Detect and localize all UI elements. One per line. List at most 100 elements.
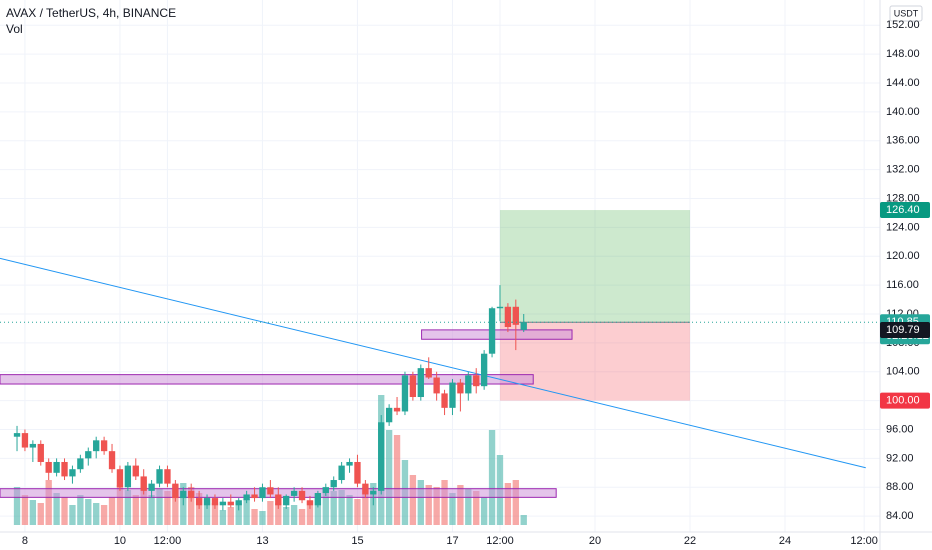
candle-body xyxy=(195,498,203,506)
volume-bar xyxy=(140,480,147,525)
candle-body xyxy=(496,306,504,309)
volume-bar xyxy=(441,480,448,525)
candle-body xyxy=(362,483,369,495)
candle-body xyxy=(53,461,60,473)
candle-body xyxy=(480,353,488,387)
volume-bar xyxy=(417,480,424,525)
candle-body xyxy=(172,483,179,499)
volume-bar xyxy=(37,503,44,525)
volume-bar xyxy=(124,490,132,525)
y-tick-label: 128.00 xyxy=(886,192,920,204)
candle-body xyxy=(401,375,409,412)
candle-body xyxy=(370,490,377,495)
x-tick-label: 12:00 xyxy=(850,535,878,547)
y-tick-label: 124.00 xyxy=(886,221,920,233)
candle-body xyxy=(298,490,306,501)
y-tick-label: 144.00 xyxy=(886,77,920,89)
volume-bar xyxy=(77,495,84,525)
candle-body xyxy=(116,469,124,488)
y-tick-label: 88.00 xyxy=(886,481,914,493)
volume-bar xyxy=(148,495,155,525)
y-tick-label: 116.00 xyxy=(886,279,919,291)
candle-body xyxy=(520,322,527,330)
volume-bar xyxy=(243,499,250,525)
volume-bar xyxy=(393,435,401,525)
x-tick-label: 24 xyxy=(779,535,791,547)
candle-body xyxy=(488,308,496,354)
candle-body xyxy=(148,483,155,491)
volume-bar xyxy=(132,495,139,525)
volume-bar xyxy=(203,497,211,525)
volume-bar xyxy=(362,487,369,525)
candle-body xyxy=(433,377,440,394)
candle-body xyxy=(449,382,456,408)
candle-body xyxy=(124,465,132,488)
candle-body xyxy=(330,480,337,488)
candle-body xyxy=(37,443,44,462)
y-tick-label: 148.00 xyxy=(886,48,920,60)
trendline xyxy=(0,257,866,469)
candle-body xyxy=(322,487,329,494)
position-target xyxy=(499,210,690,323)
candle-body xyxy=(251,494,258,499)
volume-bar xyxy=(61,497,68,525)
candle-body xyxy=(156,469,163,484)
volume-bar xyxy=(425,485,432,525)
candle-body xyxy=(290,490,298,496)
price-label: 109.79 xyxy=(886,324,920,336)
volume-bar xyxy=(330,491,337,525)
volume-bar xyxy=(275,503,282,525)
volume-bar xyxy=(449,493,456,525)
volume-bar xyxy=(188,487,195,525)
candle-body xyxy=(346,461,353,466)
candle-body xyxy=(29,443,37,448)
candle-body xyxy=(465,375,472,394)
price-label: 126.40 xyxy=(886,204,920,216)
volume-bar xyxy=(251,509,258,525)
volume-bar xyxy=(354,499,361,525)
candle-body xyxy=(203,498,211,506)
x-tick-label: 22 xyxy=(684,535,696,547)
currency: USDT xyxy=(894,8,919,18)
volume-bar xyxy=(21,495,29,525)
volume-bar xyxy=(283,507,290,525)
candle-body xyxy=(385,407,393,423)
candle-body xyxy=(235,500,242,506)
candle-body xyxy=(354,461,361,484)
candle-body xyxy=(243,494,250,501)
candle-body xyxy=(140,476,147,491)
x-tick-label: 8 xyxy=(22,535,28,547)
candle-body xyxy=(21,433,29,448)
zone xyxy=(421,329,573,340)
volume-bar xyxy=(85,499,92,525)
candle-body xyxy=(378,422,385,491)
volume-bar xyxy=(211,503,219,525)
candle-body xyxy=(314,493,322,506)
volume-bar xyxy=(69,505,76,525)
volume-bar xyxy=(53,493,60,525)
candle-body xyxy=(393,407,401,412)
currency-box[interactable] xyxy=(889,5,923,22)
x-tick-label: 17 xyxy=(446,535,458,547)
volume-bar xyxy=(164,491,171,525)
y-tick-label: 136.00 xyxy=(886,135,920,147)
volume-bar xyxy=(156,489,163,525)
candle-body xyxy=(338,465,345,481)
candle-body xyxy=(188,490,195,499)
x-tick-label: 12:00 xyxy=(486,535,514,547)
volume-bar xyxy=(322,487,329,525)
candle-body xyxy=(61,461,68,477)
candle-body xyxy=(77,458,84,470)
volume-bar xyxy=(116,485,124,525)
candle-body xyxy=(417,368,424,398)
chart-title: AVAX / TetherUS, 4h, BINANCE xyxy=(6,6,176,20)
y-tick-label: 84.00 xyxy=(886,510,914,522)
volume-bar xyxy=(227,507,234,525)
candle-body xyxy=(283,495,290,506)
volume-bar xyxy=(480,497,488,525)
volume-bar xyxy=(306,501,314,525)
volume-bar xyxy=(195,493,203,525)
volume-bar xyxy=(259,511,266,525)
zone xyxy=(0,374,534,385)
